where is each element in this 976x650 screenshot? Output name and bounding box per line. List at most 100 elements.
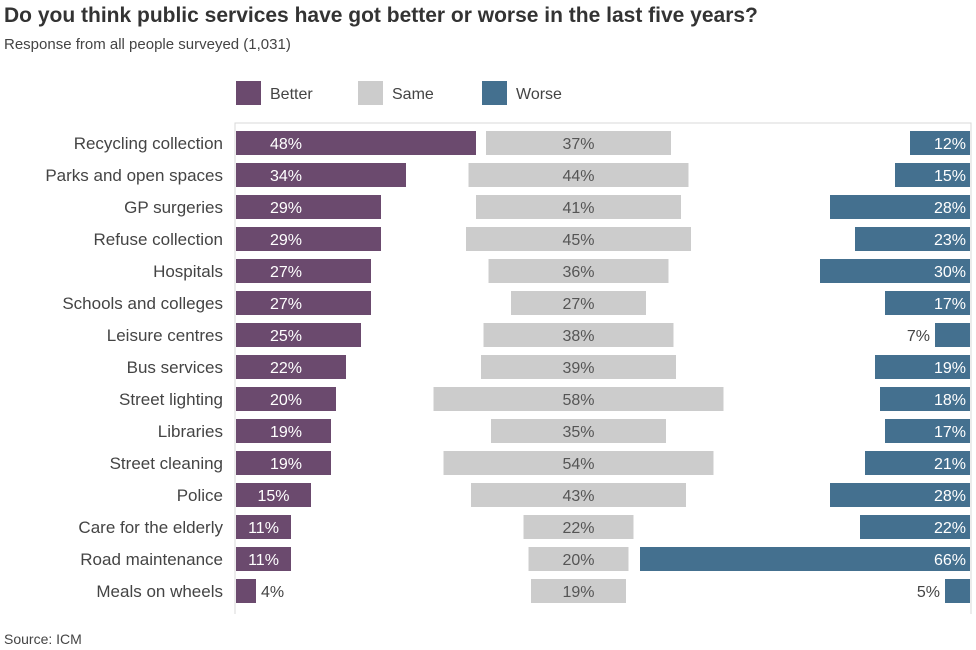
bar-better	[236, 259, 371, 283]
data-label-worse: 7%	[907, 328, 930, 345]
category-label: Care for the elderly	[78, 518, 223, 537]
category-label: Bus services	[127, 358, 223, 377]
data-label-better: 48%	[270, 136, 302, 153]
bar-same	[483, 323, 674, 347]
category-label: Road maintenance	[80, 550, 223, 569]
bar-worse	[885, 419, 970, 443]
data-label-better: 11%	[248, 552, 279, 569]
plot-frame	[234, 122, 972, 614]
bar-better	[236, 195, 381, 219]
legend-label-same: Same	[392, 86, 434, 103]
data-label-better: 34%	[270, 168, 302, 185]
data-label-worse: 15%	[934, 168, 966, 185]
data-label-worse: 5%	[917, 584, 940, 601]
data-label-better: 19%	[270, 456, 302, 473]
data-label-same: 19%	[562, 584, 594, 601]
bar-worse	[885, 291, 970, 315]
data-label-worse: 66%	[934, 552, 966, 569]
bar-worse	[880, 387, 970, 411]
data-label-same: 43%	[562, 488, 594, 505]
bar-better	[236, 291, 371, 315]
bar-same	[528, 547, 629, 571]
data-label-same: 35%	[562, 424, 594, 441]
legend-label-worse: Worse	[516, 86, 562, 103]
data-label-better: 27%	[270, 264, 302, 281]
bar-worse	[935, 323, 970, 347]
data-label-better: 20%	[270, 392, 302, 409]
bar-better	[236, 387, 336, 411]
data-label-better: 29%	[270, 232, 302, 249]
category-label: Meals on wheels	[96, 582, 223, 601]
data-label-better: 29%	[270, 200, 302, 217]
data-label-worse: 30%	[934, 264, 966, 281]
bar-same	[443, 451, 714, 475]
bar-better	[236, 355, 346, 379]
bar-worse	[895, 163, 970, 187]
bar-same	[466, 227, 691, 251]
legend-label-better: Better	[270, 86, 313, 103]
data-label-better: 11%	[248, 520, 279, 537]
bar-same	[433, 387, 724, 411]
data-label-same: 36%	[562, 264, 594, 281]
bar-better	[236, 323, 361, 347]
data-label-worse: 28%	[934, 200, 966, 217]
data-label-same: 54%	[562, 456, 594, 473]
bar-worse	[910, 131, 970, 155]
category-label: Leisure centres	[107, 326, 223, 345]
bar-better	[236, 227, 381, 251]
category-label: Police	[177, 486, 223, 505]
bar-worse	[640, 547, 970, 571]
data-label-worse: 21%	[934, 456, 966, 473]
bar-same	[523, 515, 634, 539]
data-label-worse: 17%	[934, 424, 966, 441]
bar-better	[236, 547, 291, 571]
category-label: Recycling collection	[74, 134, 223, 153]
data-label-better: 22%	[270, 360, 302, 377]
bar-worse	[820, 259, 970, 283]
category-label: Hospitals	[153, 262, 223, 281]
bar-worse	[865, 451, 970, 475]
bar-same	[491, 419, 666, 443]
data-label-same: 38%	[562, 328, 594, 345]
bar-better	[236, 419, 331, 443]
data-label-worse: 28%	[934, 488, 966, 505]
bar-same	[481, 355, 676, 379]
category-label: Refuse collection	[94, 230, 223, 249]
legend-swatch-worse	[482, 81, 507, 105]
chart-title: Do you think public services have got be…	[4, 4, 758, 27]
bar-worse	[830, 195, 970, 219]
bar-better	[236, 579, 256, 603]
data-label-worse: 22%	[934, 520, 966, 537]
bar-same	[486, 131, 671, 155]
bar-better	[236, 483, 311, 507]
data-label-worse: 18%	[934, 392, 966, 409]
data-label-same: 37%	[562, 136, 594, 153]
bar-worse	[860, 515, 970, 539]
bar-worse	[855, 227, 970, 251]
data-label-worse: 19%	[934, 360, 966, 377]
data-label-worse: 12%	[934, 136, 966, 153]
data-label-same: 39%	[562, 360, 594, 377]
source-note: Source: ICM	[4, 631, 82, 647]
data-label-same: 45%	[562, 232, 594, 249]
data-label-better: 19%	[270, 424, 302, 441]
category-label: Libraries	[158, 422, 223, 441]
data-label-same: 27%	[562, 296, 594, 313]
category-label: Schools and colleges	[62, 294, 223, 313]
data-label-worse: 17%	[934, 296, 966, 313]
data-label-same: 41%	[562, 200, 594, 217]
category-label: Parks and open spaces	[45, 166, 223, 185]
data-label-better: 4%	[261, 584, 284, 601]
bar-worse	[830, 483, 970, 507]
data-label-same: 44%	[562, 168, 594, 185]
data-label-worse: 23%	[934, 232, 966, 249]
bar-same	[531, 579, 626, 603]
data-label-same: 58%	[562, 392, 594, 409]
data-label-same: 22%	[562, 520, 594, 537]
category-label: Street cleaning	[110, 454, 223, 473]
data-label-better: 25%	[270, 328, 302, 345]
legend-swatch-better	[236, 81, 261, 105]
data-label-better: 15%	[257, 488, 289, 505]
